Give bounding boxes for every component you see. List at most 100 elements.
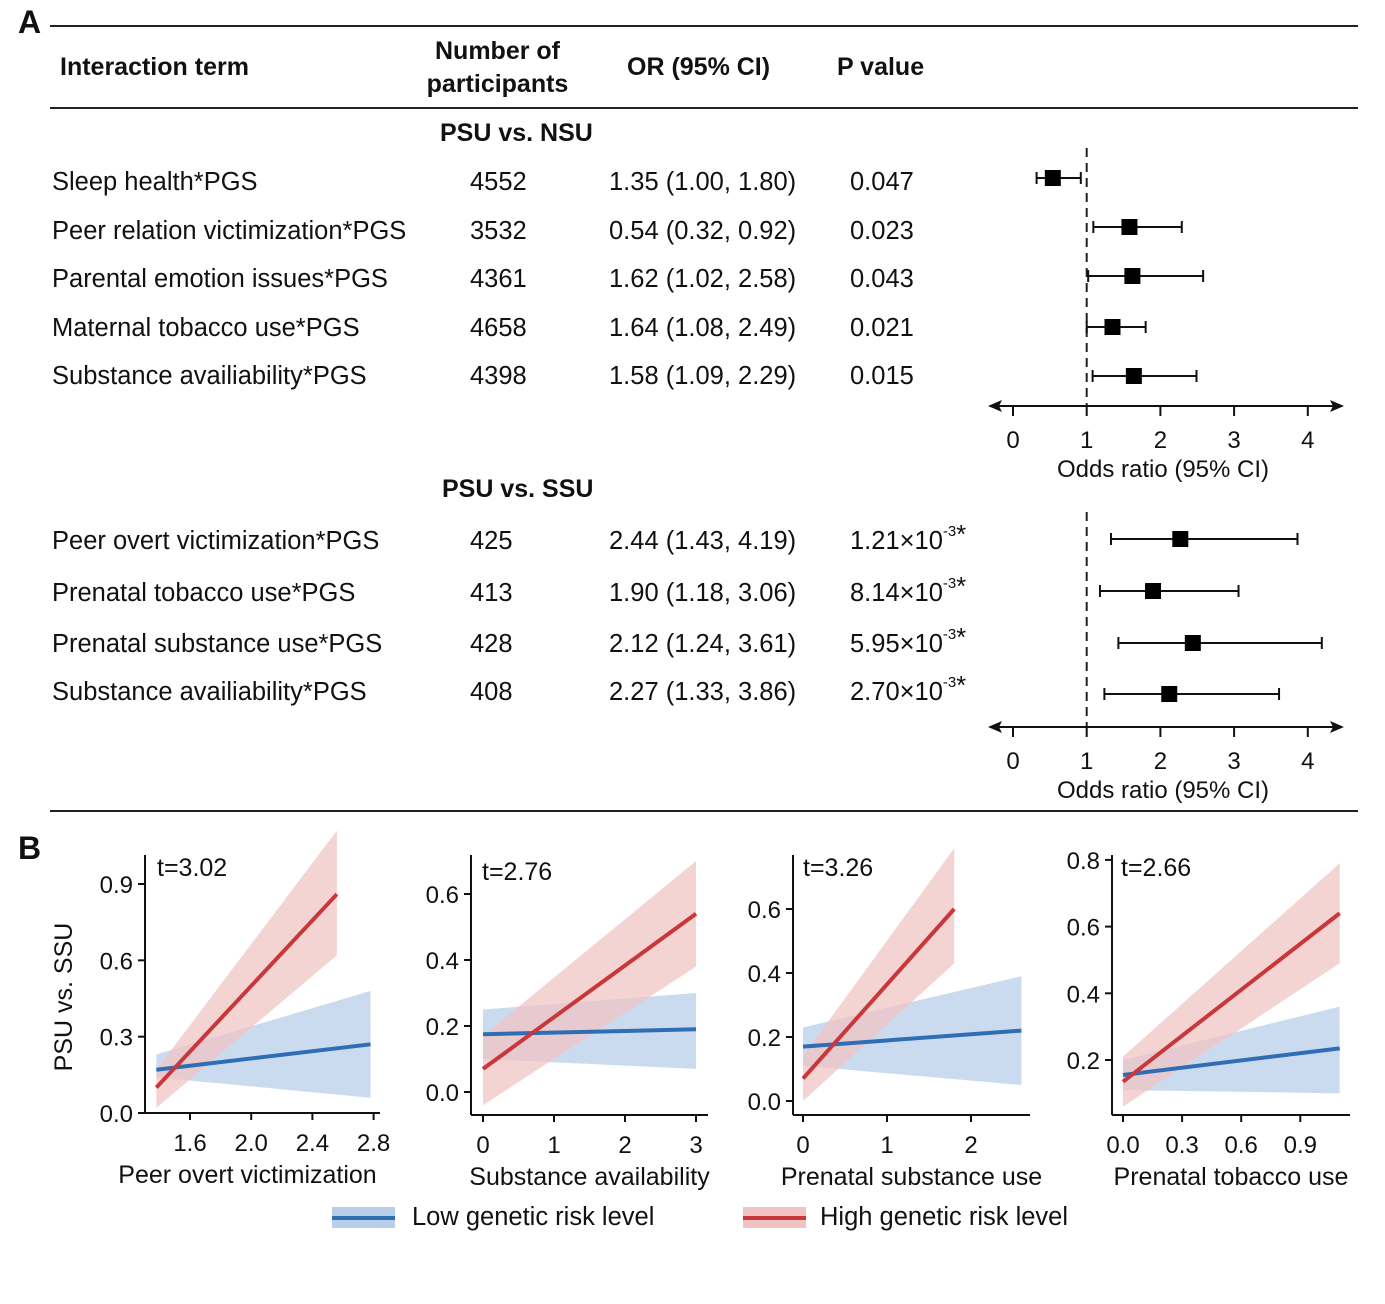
p-value-exponent: -3	[942, 575, 957, 592]
p-value: 0.021	[850, 314, 914, 343]
y-tick-label: 0.2	[1067, 1048, 1100, 1075]
odds-ratio-ci: 1.58 (1.09, 2.29)	[609, 362, 797, 390]
y-tick-label: 0.9	[100, 872, 133, 899]
odds-ratio-ci: 2.27 (1.33, 3.86)	[609, 678, 797, 706]
legend-low-label: Low genetic risk level	[412, 1203, 655, 1231]
panel-divider	[50, 810, 1358, 812]
legend-high-label: High genetic risk level	[820, 1203, 1069, 1231]
x-tick-label: 0.6	[1225, 1132, 1258, 1159]
high-risk-ci-band	[1123, 863, 1340, 1107]
odds-ratio-marker	[1145, 583, 1162, 599]
axis-arrow-left-icon	[988, 400, 1002, 412]
x-tick-label: 1.6	[173, 1130, 206, 1157]
odds-ratio-marker	[1161, 686, 1178, 702]
y-tick-label: 0.0	[426, 1080, 459, 1107]
high-risk-line	[154, 892, 339, 1089]
t-statistic-label: t=2.66	[1121, 854, 1191, 882]
p-value-base: 1.21×10	[850, 527, 943, 555]
x-tick-label: 2	[1154, 748, 1167, 775]
low-risk-ci-band	[1123, 1006, 1340, 1094]
x-tick-label: 0.0	[1106, 1132, 1139, 1159]
p-value: 0.023	[850, 217, 914, 246]
participants-count: 413	[470, 579, 513, 607]
header-p-value: P value	[837, 53, 925, 81]
interaction-term: Maternal tobacco use*PGS	[52, 314, 360, 342]
odds-ratio-ci: 2.44 (1.43, 4.19)	[609, 527, 797, 555]
odds-ratio-ci: 0.54 (0.32, 0.92)	[609, 217, 797, 245]
x-tick-label: 2.4	[296, 1130, 329, 1157]
odds-ratio-ci: 2.12 (1.24, 3.61)	[609, 630, 797, 658]
header-number-line2: participants	[426, 70, 569, 98]
p-value: 5.95×10-3*	[850, 624, 966, 659]
p-value-base: 5.95×10	[850, 630, 943, 658]
x-tick-label: 2	[964, 1132, 977, 1159]
interaction-term: Substance availiability*PGS	[52, 678, 367, 706]
interaction-term: Parental emotion issues*PGS	[52, 265, 388, 293]
x-tick-label: 0	[476, 1132, 489, 1159]
x-tick-label: 4	[1301, 748, 1314, 775]
interaction-term: Sleep health*PGS	[52, 168, 258, 196]
odds-ratio-marker	[1121, 219, 1138, 235]
p-value-base: 0.021	[850, 314, 914, 342]
high-risk-line	[1121, 911, 1341, 1084]
p-value-base: 8.14×10	[850, 579, 943, 607]
odds-ratio-marker	[1104, 319, 1121, 335]
x-tick-label: 2.0	[235, 1130, 268, 1157]
p-value: 0.047	[850, 168, 914, 197]
participants-count: 425	[470, 527, 513, 555]
interaction-term: Prenatal tobacco use*PGS	[52, 579, 356, 607]
x-tick-label: 1	[880, 1132, 893, 1159]
header-interaction-term: Interaction term	[60, 53, 249, 81]
y-tick-label: 0.8	[1067, 848, 1100, 875]
y-tick-label: 0.0	[100, 1101, 133, 1128]
p-value: 1.21×10-3*	[850, 521, 966, 556]
odds-ratio-marker	[1184, 635, 1201, 651]
x-tick-label: 3	[1227, 748, 1240, 775]
odds-ratio-marker	[1044, 170, 1061, 186]
x-tick-label: 0.3	[1165, 1132, 1198, 1159]
x-axis-label: Prenatal tobacco use	[1114, 1163, 1349, 1191]
high-risk-line	[481, 912, 698, 1071]
y-tick-label: 0.4	[426, 948, 459, 975]
interaction-term: Peer overt victimization*PGS	[52, 527, 380, 555]
x-axis-label: Odds ratio (95% CI)	[1057, 456, 1269, 483]
interaction-term: Peer relation victimization*PGS	[52, 217, 407, 245]
panel-a-letter: A	[18, 4, 42, 40]
interaction-term: Prenatal substance use*PGS	[52, 630, 383, 658]
x-tick-label: 2	[1154, 427, 1167, 454]
p-value-base: 2.70×10	[850, 678, 943, 706]
high-risk-ci-band	[483, 861, 696, 1106]
x-tick-label: 4	[1301, 427, 1314, 454]
legend-high-swatch	[743, 1207, 806, 1228]
y-tick-label: 0.6	[426, 882, 459, 909]
axis-arrow-right-icon	[1330, 721, 1344, 733]
x-tick-label: 0.9	[1284, 1132, 1317, 1159]
legend-low-swatch	[332, 1207, 395, 1228]
p-value-base: 0.023	[850, 217, 914, 245]
y-tick-label: 0.2	[426, 1014, 459, 1041]
interaction-plot-0	[138, 830, 380, 1120]
t-statistic-label: t=3.26	[803, 854, 873, 882]
x-tick-label: 2	[618, 1132, 631, 1159]
low-risk-ci-band	[803, 976, 1022, 1085]
odds-ratio-marker	[1172, 531, 1189, 547]
x-axis-label: Prenatal substance use	[781, 1163, 1042, 1191]
p-value-exponent: -3	[942, 626, 957, 643]
x-axis-label: Substance availability	[469, 1163, 710, 1191]
t-statistic-label: t=2.76	[482, 858, 552, 886]
odds-ratio-ci: 1.64 (1.08, 2.49)	[609, 314, 797, 342]
y-tick-label: 0.0	[748, 1089, 781, 1116]
section-title-psu-ssu: PSU vs. SSU	[442, 475, 594, 503]
p-value-base: 0.043	[850, 265, 914, 293]
y-tick-label: 0.6	[1067, 915, 1100, 942]
y-tick-label: 0.6	[748, 897, 781, 924]
x-tick-label: 0	[796, 1132, 809, 1159]
significance-mark: *	[956, 521, 967, 549]
odds-ratio-ci: 1.35 (1.00, 1.80)	[609, 168, 797, 196]
x-tick-label: 0	[1006, 427, 1019, 454]
p-value-exponent: -3	[942, 523, 957, 540]
p-value: 8.14×10-3*	[850, 573, 966, 608]
interaction-plot-1	[464, 855, 708, 1122]
axis-arrow-right-icon	[1330, 400, 1344, 412]
